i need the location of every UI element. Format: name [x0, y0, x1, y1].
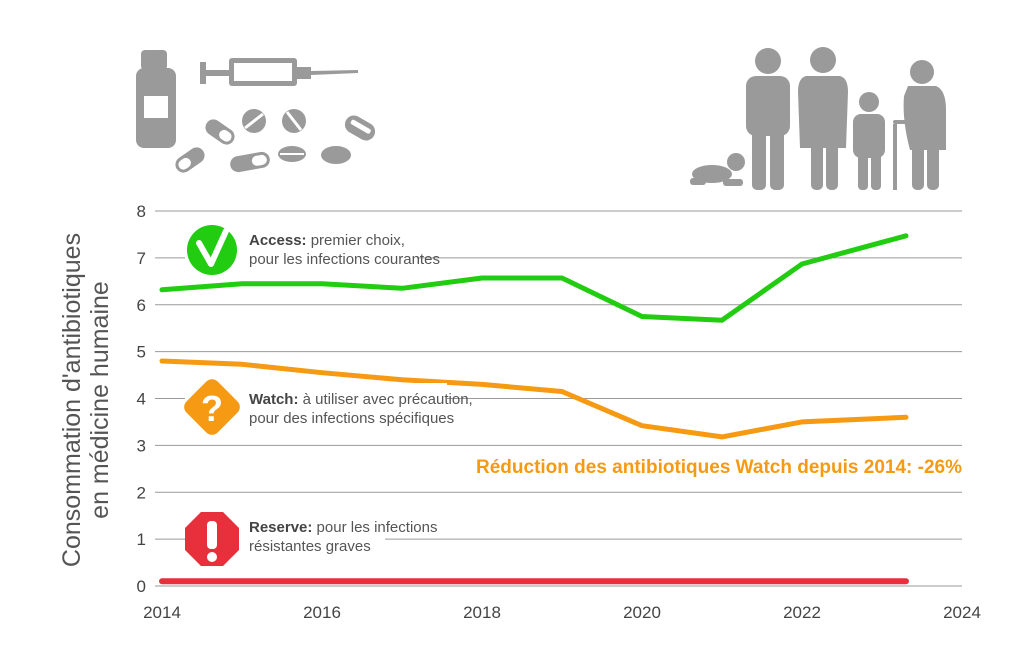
family-population-icon: [690, 47, 946, 190]
access-annotation: Access: premier choix, pour les infectio…: [184, 222, 440, 278]
series-line-access: [159, 233, 909, 323]
svg-text:?: ?: [201, 388, 223, 429]
y-tick-label-1: 1: [137, 530, 146, 549]
watch-reduction-note: Réduction des antibiotiques Watch depuis…: [476, 457, 962, 478]
x-tick-label-2014: 2014: [143, 603, 181, 622]
y-tick-label-2: 2: [137, 483, 146, 502]
reserve-annotation: Reserve: pour les infections résistantes…: [185, 512, 437, 566]
y-tick-label-5: 5: [137, 343, 146, 362]
y-axis-label-line2: en médicine humaine: [86, 281, 114, 519]
x-tick-label-2016: 2016: [303, 603, 341, 622]
access-text-2: pour les infections courantes: [249, 251, 440, 268]
reserve-text-2: résistantes graves: [249, 538, 371, 555]
watch-label: Watch:: [249, 391, 298, 408]
x-tick-label-2022: 2022: [783, 603, 821, 622]
x-tick-labels: 2014 2016 2018 2020 2022 2024: [143, 603, 981, 622]
question-diamond-icon: ?: [184, 379, 240, 435]
y-axis-label-line1: Consommation d'antibiotiques: [58, 233, 86, 567]
y-tick-label-4: 4: [137, 390, 146, 409]
svg-text:Reserve: pour les infections: Reserve: pour les infections: [249, 519, 437, 536]
series-lines: [159, 233, 909, 585]
reserve-label: Reserve:: [249, 519, 312, 536]
watch-annotation: ? Watch: à utiliser avec précaution, pou…: [184, 379, 473, 435]
exclamation-octagon-icon: [185, 512, 239, 566]
watch-text-2: pour des infections spécifiques: [249, 410, 454, 427]
x-tick-label-2018: 2018: [463, 603, 501, 622]
checkmark-circle-icon: [184, 222, 240, 278]
access-label: Access:: [249, 232, 307, 249]
svg-text:Watch: à utiliser avec précaut: Watch: à utiliser avec précaution,: [249, 391, 473, 408]
x-tick-label-2020: 2020: [623, 603, 661, 622]
y-tick-label-7: 7: [137, 249, 146, 268]
series-line-watch: [159, 358, 909, 440]
y-tick-label-6: 6: [137, 296, 146, 315]
y-tick-label-0: 0: [137, 577, 146, 596]
x-tick-label-2024: 2024: [943, 603, 981, 622]
access-text-1: premier choix,: [307, 232, 405, 249]
y-tick-labels: 0 1 2 3 4 5 6 7 8: [137, 202, 146, 596]
medicine-vial-syringe-pills-icon: [136, 50, 376, 173]
y-tick-label-8: 8: [137, 202, 146, 221]
reserve-text-1: pour les infections: [312, 519, 437, 536]
watch-text-1: à utiliser avec précaution,: [298, 391, 472, 408]
svg-text:Access: premier choix,: Access: premier choix,: [249, 232, 405, 249]
y-tick-label-3: 3: [137, 436, 146, 455]
